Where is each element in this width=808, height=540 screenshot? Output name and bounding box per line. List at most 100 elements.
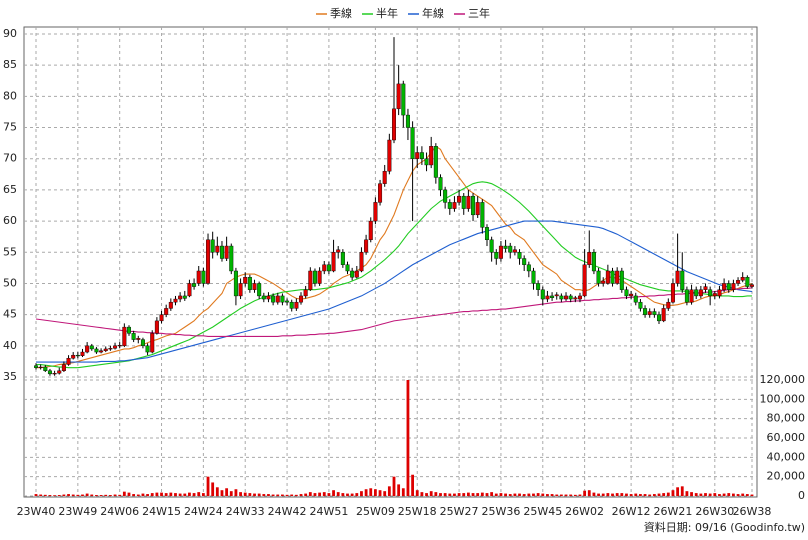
candle-body bbox=[577, 295, 582, 300]
volume-bar bbox=[164, 493, 168, 496]
candle-body bbox=[219, 245, 224, 259]
x-tick-label: 24W24 bbox=[184, 505, 223, 518]
ma-line bbox=[36, 220, 753, 363]
candle-body bbox=[303, 289, 308, 297]
candle-body bbox=[517, 252, 522, 259]
candle-body bbox=[443, 189, 448, 203]
legend-label: 三年 bbox=[468, 6, 490, 20]
y-tick-label: 70 bbox=[3, 152, 17, 165]
x-tick-label: 26W02 bbox=[565, 505, 604, 518]
candle-body bbox=[452, 202, 457, 209]
candle-body bbox=[457, 195, 462, 203]
y2-tick-label: 0 bbox=[798, 489, 805, 502]
candle-body bbox=[475, 202, 480, 216]
volume-bar bbox=[462, 493, 466, 496]
candle-body bbox=[703, 286, 708, 290]
candle-body bbox=[187, 283, 192, 297]
volume-bar bbox=[308, 492, 312, 496]
volume-bar bbox=[364, 489, 368, 496]
candle-body bbox=[131, 333, 136, 340]
candle-body bbox=[498, 245, 503, 259]
candle-body bbox=[122, 326, 127, 347]
candle-body bbox=[378, 183, 383, 203]
candle-body bbox=[243, 277, 248, 284]
volume-bar bbox=[234, 489, 238, 496]
candle-body bbox=[178, 295, 183, 300]
candle-body bbox=[610, 270, 615, 284]
volume-bar bbox=[192, 493, 196, 496]
volume-bar bbox=[48, 495, 52, 496]
volume-bar bbox=[541, 493, 545, 496]
candle-body bbox=[154, 320, 159, 334]
volume-bar bbox=[648, 494, 652, 496]
candle-body bbox=[331, 252, 336, 272]
legend-label: 年線 bbox=[422, 6, 444, 20]
volume-bar bbox=[420, 492, 424, 496]
candle-body bbox=[638, 301, 643, 309]
volume-bar bbox=[466, 492, 470, 496]
volume-bar bbox=[745, 494, 749, 496]
candle-body bbox=[675, 270, 680, 284]
candle-body bbox=[745, 277, 750, 287]
candle-body bbox=[312, 270, 317, 284]
volume-bar bbox=[699, 493, 703, 496]
volume-bar bbox=[271, 494, 275, 496]
volume-bar bbox=[53, 495, 56, 496]
candle-body bbox=[619, 270, 624, 290]
candle-body bbox=[359, 252, 364, 272]
y-tick-label: 35 bbox=[3, 370, 17, 383]
volume-bar bbox=[736, 494, 740, 496]
volume-bar bbox=[281, 494, 284, 496]
candle-body bbox=[350, 270, 355, 278]
volume-bar bbox=[457, 493, 461, 496]
volume-bar bbox=[606, 493, 610, 496]
volume-bar bbox=[480, 492, 484, 496]
candle-body bbox=[466, 195, 471, 209]
candle-body bbox=[336, 249, 341, 253]
candle-body bbox=[508, 245, 513, 253]
volume-bar bbox=[448, 493, 452, 496]
candle-body bbox=[354, 270, 359, 278]
candle-body bbox=[712, 293, 717, 297]
x-tick-label: 23W40 bbox=[17, 505, 56, 518]
volume-bar bbox=[401, 488, 405, 496]
volume-bar bbox=[355, 493, 359, 496]
footnote: 資料日期: 09/16 (Goodinfo.tw) bbox=[644, 520, 805, 534]
volume-bar bbox=[387, 486, 391, 496]
candle-body bbox=[484, 227, 489, 240]
volume-bar bbox=[615, 493, 619, 496]
x-tick-label: 25W36 bbox=[481, 505, 520, 518]
x-tick-label: 26W12 bbox=[612, 505, 651, 518]
candle-body bbox=[103, 348, 108, 352]
volume-bar bbox=[201, 493, 205, 496]
candle-body bbox=[94, 348, 99, 353]
volume-bar bbox=[504, 493, 507, 496]
volume-bar bbox=[313, 493, 317, 496]
candle-body bbox=[461, 195, 466, 209]
volume-bar bbox=[276, 494, 280, 496]
x-tick-label: 26W21 bbox=[654, 505, 693, 518]
y-tick-label: 60 bbox=[3, 214, 17, 227]
volume-bar bbox=[104, 494, 108, 496]
candle-body bbox=[140, 339, 145, 347]
volume-bar bbox=[490, 492, 494, 496]
x-tick-label: 24W15 bbox=[142, 505, 181, 518]
volume-bar bbox=[559, 494, 563, 496]
candle-body bbox=[38, 366, 43, 369]
candle-body bbox=[438, 177, 443, 191]
candle-body bbox=[615, 270, 620, 284]
volume-bar bbox=[578, 494, 582, 496]
candle-body bbox=[689, 289, 694, 303]
volume-bar bbox=[722, 493, 726, 496]
candle-body bbox=[136, 338, 141, 340]
candle-body bbox=[657, 314, 662, 322]
candle-body bbox=[326, 264, 331, 272]
candle-body bbox=[345, 264, 350, 272]
volume-bar bbox=[336, 492, 340, 496]
candle-body bbox=[489, 239, 494, 253]
volume-bar bbox=[708, 493, 712, 496]
volume-bar bbox=[118, 494, 122, 496]
x-tick-label: 25W27 bbox=[440, 505, 479, 518]
volume-bar bbox=[374, 489, 377, 496]
volume-bar bbox=[113, 494, 117, 496]
